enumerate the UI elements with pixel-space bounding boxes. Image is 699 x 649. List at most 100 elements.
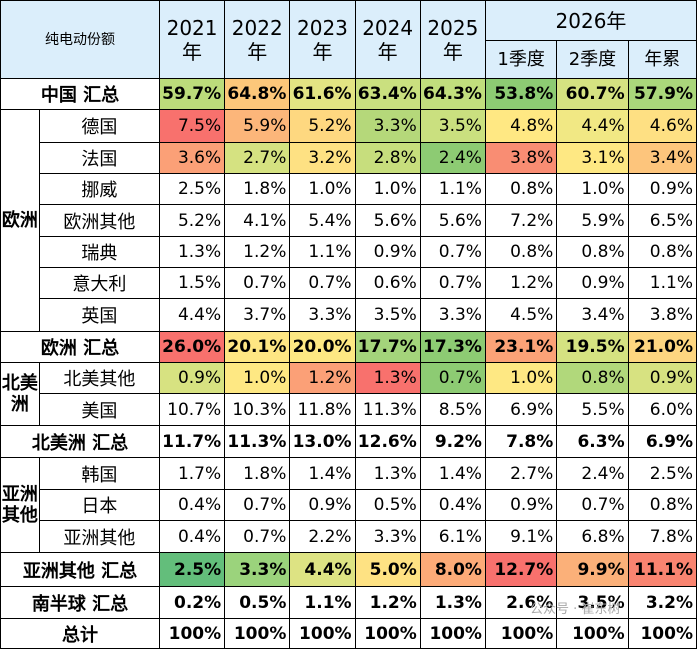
value-cell: 9.1% [484,520,558,553]
value-cell: 1.4% [419,457,486,490]
sub-header-ytd: 年累 [627,40,698,79]
value-cell: 1.2% [224,236,291,268]
table-row: 中国 汇总 59.7% 64.8% 61.6% 63.4% 64.3% 53.8% 60.7%… [0,78,698,110]
value-cell: 0.4% [419,489,486,521]
value-cell: 3.6% [158,142,226,174]
value-cell: 1.0% [484,362,558,394]
value-cell: 2.8% [354,142,421,174]
value-cell: 1.3% [158,236,226,268]
table-row: 英国 4.4% 3.7% 3.3% 3.5% 3.3% 4.5% 3.4% 3.8% [1,298,698,332]
value-cell: 5.5% [556,393,629,426]
value-cell: 23.1% [484,331,558,363]
value-cell: 0.7% [556,489,629,521]
value-cell: 1.1% [419,173,486,205]
value-cell: 5.2% [158,204,226,237]
value-cell: 3.2% [289,142,356,174]
value-cell: 1.3% [354,362,421,394]
value-cell: 0.9% [556,267,629,299]
value-cell: 1.3% [354,457,421,490]
country-label: 瑞典 [38,236,160,268]
value-cell: 7.5% [158,109,226,143]
value-cell: 5.0% [354,552,421,587]
value-cell: 13.0% [289,425,356,458]
table-row: 意大利 1.5% 0.7% 0.7% 0.6% 0.7% 1.2% 0.9% 1.1% [1,267,698,299]
value-cell: 0.5% [224,586,291,619]
value-cell: 0.2% [158,586,226,619]
year-header: 2023 年 [289,0,356,79]
table-row: 欧洲其他 5.2% 4.1% 5.4% 5.6% 5.6% 7.2% 5.9% 6.5% [1,204,698,237]
value-cell: 6.3% [556,425,629,458]
value-cell: 0.7% [289,267,356,299]
value-cell: 2.5% [627,457,698,490]
value-cell: 6.9% [484,393,558,426]
value-cell: 1.7% [158,457,226,490]
value-cell: 11.3% [224,425,291,458]
year-2026-header: 2026年 [484,0,698,41]
value-cell: 11.1% [627,552,698,587]
value-cell: 19.5% [556,331,629,363]
value-cell: 60.7% [556,78,629,110]
value-cell: 100% [158,618,226,649]
value-cell: 3.4% [627,142,698,174]
value-cell: 0.7% [224,520,291,553]
value-cell: 10.3% [224,393,291,426]
value-cell: 5.4% [289,204,356,237]
value-cell: 11.7% [158,425,226,458]
value-cell: 3.7% [224,298,291,332]
year-header: 2022 年 [224,0,291,79]
value-cell: 5.6% [354,204,421,237]
value-cell: 1.0% [224,362,291,394]
value-cell: 3.4% [556,298,629,332]
value-cell: 0.7% [224,489,291,521]
value-cell: 7.8% [484,425,558,458]
value-cell: 2.7% [224,142,291,174]
value-cell: 1.0% [289,173,356,205]
value-cell: 0.4% [158,489,226,521]
value-cell: 5.9% [224,109,291,143]
value-cell: 5.2% [289,109,356,143]
value-cell: 9.2% [419,425,486,458]
value-cell: 21.0% [627,331,698,363]
value-cell: 1.2% [289,362,356,394]
value-cell: 0.9% [289,489,356,521]
region-label-europe: 欧洲 [0,109,40,332]
value-cell: 0.8% [484,236,558,268]
table-row: 挪威 2.5% 1.8% 1.0% 1.0% 1.1% 0.8% 1.0% 0.9% [1,173,698,205]
value-cell: 1.1% [289,586,356,619]
value-cell: 100% [627,618,698,649]
value-cell: 0.9% [158,362,226,394]
country-label: 欧洲其他 [38,204,160,237]
value-cell: 4.4% [289,552,356,587]
value-cell: 20.0% [289,331,356,363]
value-cell: 0.9% [627,362,698,394]
value-cell: 2.5% [158,552,226,587]
value-cell: 2.5% [158,173,226,205]
table-row: 欧洲 汇总 26.0% 20.1% 20.0% 17.7% 17.3% 23.1% 19.5%… [0,331,698,363]
year-header: 2024 年 [354,0,421,79]
value-cell: 100% [354,618,421,649]
value-cell: 1.0% [556,173,629,205]
country-label: 挪威 [38,173,160,205]
value-cell: 64.8% [224,78,291,110]
row-label: 欧洲 汇总 [0,331,160,363]
value-cell: 4.4% [556,109,629,143]
value-cell: 53.8% [484,78,558,110]
value-cell: 3.2% [627,586,698,619]
region-label-asia: 亚洲其他 [0,457,40,553]
value-cell: 3.8% [484,142,558,174]
table-row: 日本 0.4% 0.7% 0.9% 0.5% 0.4% 0.9% 0.7% 0.8% [1,489,698,521]
value-cell: 3.3% [224,552,291,587]
table-row: 法国 3.6% 2.7% 3.2% 2.8% 2.4% 3.8% 3.1% 3.4% [1,142,698,174]
value-cell: 8.5% [419,393,486,426]
value-cell: 4.6% [627,109,698,143]
row-label: 总计 [0,618,160,649]
value-cell: 3.3% [354,109,421,143]
table-row: 南半球 汇总 0.2% 0.5% 1.1% 1.2% 1.3% 2.6% 3.5% 3.2% [0,586,698,619]
row-label: 亚洲其他 汇总 [0,552,160,587]
value-cell: 3.1% [556,142,629,174]
value-cell: 7.8% [627,520,698,553]
country-label: 韩国 [38,457,160,490]
value-cell: 1.0% [354,173,421,205]
value-cell: 9.9% [556,552,629,587]
